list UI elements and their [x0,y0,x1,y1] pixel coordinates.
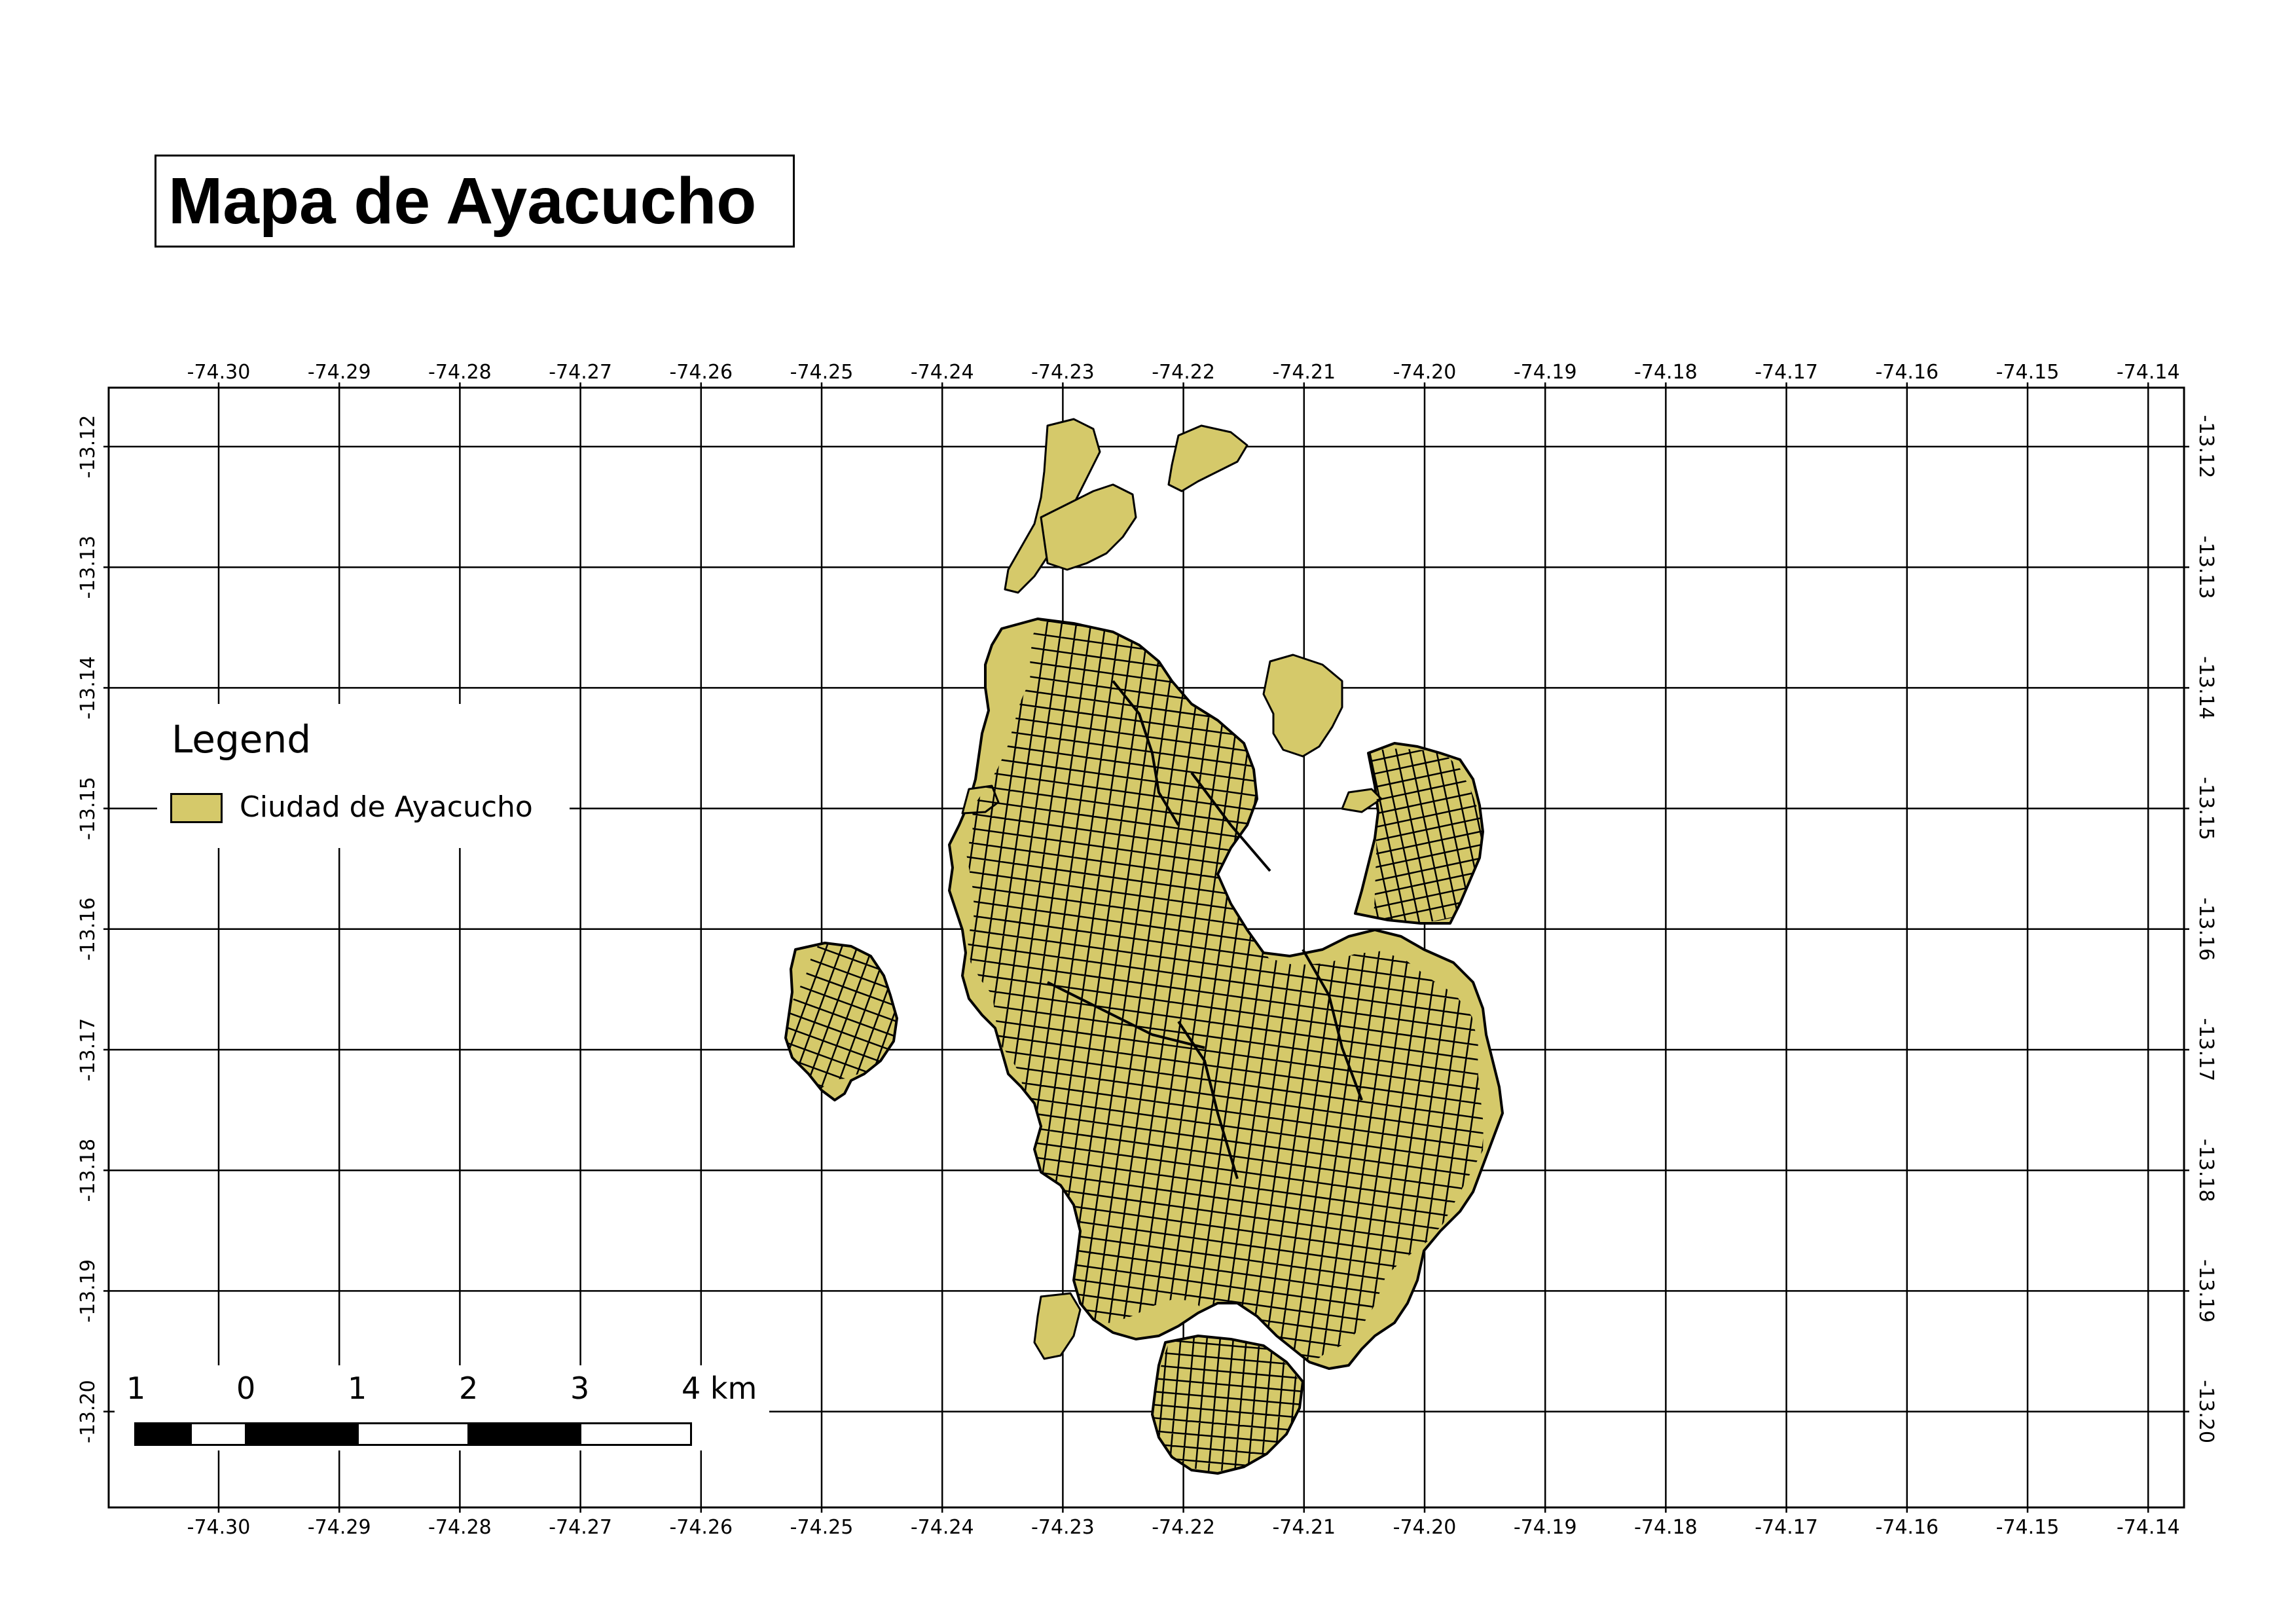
latitude-label-right: -13.16 [2195,897,2217,961]
latitude-label-right: -13.18 [2195,1139,2217,1202]
latitude-label-right: -13.19 [2195,1259,2217,1323]
longitude-label-top: -74.15 [1996,361,2060,384]
latitude-label-right: -13.12 [2195,415,2217,479]
latitude-label-left: -13.17 [77,1018,100,1082]
map-title-box: Mapa de Ayacucho [155,155,795,248]
scale-label-3: 3 [570,1371,590,1406]
latitude-label-right: -13.13 [2195,536,2217,599]
scale-label-1-left: 1 [126,1371,146,1406]
city-north-outlier-west [1004,418,1101,594]
legend-swatch-ciudad [170,793,223,823]
longitude-label-bottom: -74.16 [1875,1516,1939,1539]
legend-label-ciudad: Ciudad de Ayacucho [240,790,533,824]
longitude-label-bottom: -74.21 [1272,1516,1336,1539]
latitude-label-left: -13.20 [77,1380,100,1443]
city-main-road [1047,981,1205,1049]
latitude-label-left: -13.19 [77,1259,100,1323]
city-main-road [1302,949,1363,1101]
longitude-label-bottom: -74.29 [308,1516,371,1539]
longitude-label-top: -74.14 [2117,361,2180,384]
city-north-outlier-center [1040,483,1137,571]
scale-segment-3 [246,1422,358,1446]
longitude-label-top: -74.30 [187,361,251,384]
latitude-label-left: -13.12 [77,415,100,479]
longitude-label-top: -74.17 [1755,361,1818,384]
scale-segment-6 [579,1422,692,1446]
latitude-label-right: -13.17 [2195,1018,2217,1082]
latitude-label-left: -13.13 [77,536,100,599]
longitude-label-top: -74.25 [790,361,854,384]
longitude-label-top: -74.28 [428,361,492,384]
scale-segment-1 [134,1422,191,1446]
city-southwest-patch [1033,1292,1082,1360]
longitude-label-bottom: -74.23 [1031,1516,1095,1539]
longitude-label-top: -74.18 [1634,361,1698,384]
longitude-label-bottom: -74.26 [669,1516,733,1539]
longitude-label-top: -74.22 [1152,361,1215,384]
scale-segment-4 [357,1422,469,1446]
scale-label-1: 1 [348,1371,367,1406]
city-main-road [1190,771,1271,872]
longitude-label-bottom: -74.25 [790,1516,854,1539]
longitude-label-top: -74.26 [669,361,733,384]
city-north-outlier-east [1167,424,1248,492]
latitude-label-left: -13.18 [77,1139,100,1202]
latitude-label-right: -13.15 [2195,777,2217,840]
longitude-label-bottom: -74.18 [1634,1516,1698,1539]
latitude-label-left: -13.15 [77,777,100,840]
longitude-label-bottom: -74.30 [187,1516,251,1539]
latitude-label-left: -13.16 [77,897,100,961]
longitude-label-top: -74.16 [1875,361,1939,384]
map-title: Mapa de Ayacucho [168,164,757,238]
map-border [107,386,2185,1509]
legend-title: Legend [172,717,312,762]
latitude-label-right: -13.20 [2195,1380,2217,1443]
longitude-label-bottom: -74.19 [1514,1516,1577,1539]
scale-segment-5 [468,1422,581,1446]
longitude-label-bottom: -74.20 [1393,1516,1457,1539]
city-northeast-patch [1262,654,1343,758]
longitude-label-bottom: -74.17 [1755,1516,1818,1539]
city-polygons [784,418,1504,1475]
scale-label-0: 0 [236,1371,256,1406]
longitude-label-top: -74.23 [1031,361,1095,384]
scale-label-4km: 4 km [682,1371,757,1406]
longitude-label-top: -74.24 [911,361,974,384]
longitude-label-bottom: -74.15 [1996,1516,2060,1539]
latitude-label-right: -13.14 [2195,656,2217,720]
longitude-label-top: -74.29 [308,361,371,384]
city-main-road [1177,1020,1239,1179]
longitude-label-bottom: -74.22 [1152,1516,1215,1539]
longitude-label-top: -74.27 [549,361,612,384]
scale-bar: 1 0 1 2 3 4 km [115,1365,769,1450]
graticule-labels: -74.30 -74.30 -74.29 -74.29 -74.28 -74.28 -74.… [77,361,2217,1539]
longitude-label-bottom: -74.24 [911,1516,974,1539]
latitude-label-left: -13.14 [77,656,100,720]
legend: Legend Ciudad de Ayacucho [157,704,570,848]
scale-label-2: 2 [459,1371,479,1406]
longitude-label-top: -74.19 [1514,361,1577,384]
longitude-label-bottom: -74.28 [428,1516,492,1539]
city-main-urban-area [948,618,1504,1370]
longitude-label-bottom: -74.27 [549,1516,612,1539]
longitude-label-top: -74.21 [1272,361,1336,384]
city-main-road [1112,680,1180,826]
longitude-label-bottom: -74.14 [2117,1516,2180,1539]
longitude-label-top: -74.20 [1393,361,1457,384]
city-small-patch [1341,788,1383,813]
scale-segment-2 [190,1422,247,1446]
